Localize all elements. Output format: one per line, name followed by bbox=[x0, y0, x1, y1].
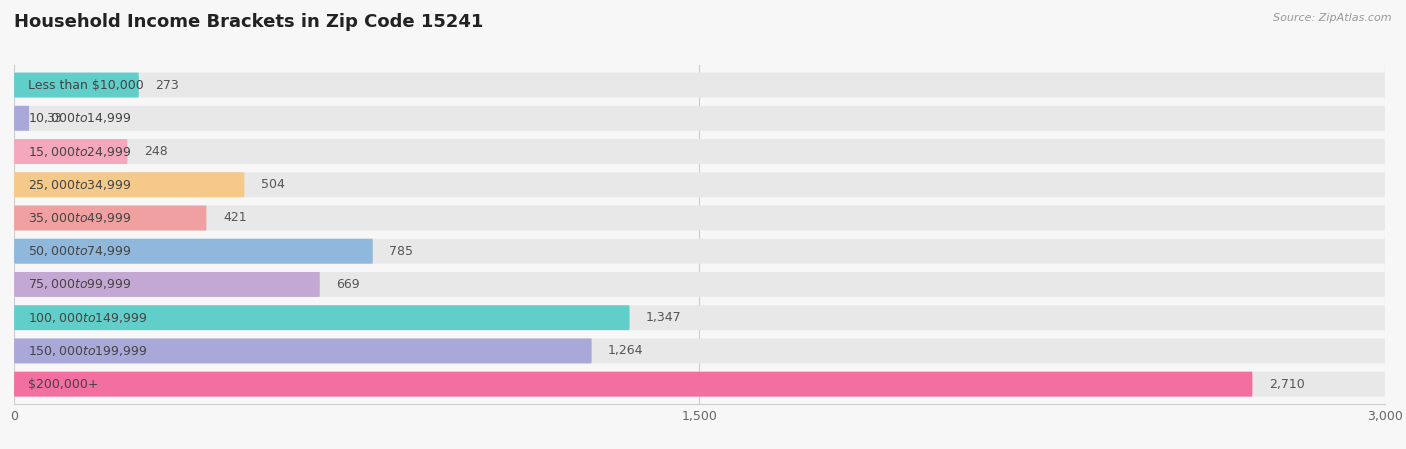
Text: 273: 273 bbox=[155, 79, 179, 92]
FancyBboxPatch shape bbox=[14, 272, 1385, 297]
FancyBboxPatch shape bbox=[14, 139, 128, 164]
FancyBboxPatch shape bbox=[14, 339, 1385, 363]
Text: 785: 785 bbox=[389, 245, 413, 258]
FancyBboxPatch shape bbox=[14, 73, 139, 97]
Text: $15,000 to $24,999: $15,000 to $24,999 bbox=[28, 145, 131, 158]
Text: 421: 421 bbox=[224, 211, 246, 224]
Text: 1,347: 1,347 bbox=[645, 311, 682, 324]
FancyBboxPatch shape bbox=[14, 106, 1385, 131]
FancyBboxPatch shape bbox=[14, 239, 373, 264]
Text: 248: 248 bbox=[143, 145, 167, 158]
FancyBboxPatch shape bbox=[14, 272, 319, 297]
Text: $200,000+: $200,000+ bbox=[28, 378, 98, 391]
Text: Source: ZipAtlas.com: Source: ZipAtlas.com bbox=[1274, 13, 1392, 23]
FancyBboxPatch shape bbox=[14, 305, 630, 330]
Text: $150,000 to $199,999: $150,000 to $199,999 bbox=[28, 344, 148, 358]
Text: $100,000 to $149,999: $100,000 to $149,999 bbox=[28, 311, 148, 325]
Text: 33: 33 bbox=[45, 112, 62, 125]
Text: 1,264: 1,264 bbox=[609, 344, 644, 357]
FancyBboxPatch shape bbox=[14, 106, 30, 131]
FancyBboxPatch shape bbox=[14, 206, 1385, 230]
FancyBboxPatch shape bbox=[14, 206, 207, 230]
Text: 504: 504 bbox=[262, 178, 284, 191]
Text: $35,000 to $49,999: $35,000 to $49,999 bbox=[28, 211, 131, 225]
Text: $75,000 to $99,999: $75,000 to $99,999 bbox=[28, 277, 131, 291]
FancyBboxPatch shape bbox=[14, 139, 1385, 164]
Text: $25,000 to $34,999: $25,000 to $34,999 bbox=[28, 178, 131, 192]
FancyBboxPatch shape bbox=[14, 239, 1385, 264]
Text: $10,000 to $14,999: $10,000 to $14,999 bbox=[28, 111, 131, 125]
FancyBboxPatch shape bbox=[14, 172, 1385, 197]
Text: 669: 669 bbox=[336, 278, 360, 291]
FancyBboxPatch shape bbox=[14, 372, 1385, 396]
Text: 2,710: 2,710 bbox=[1268, 378, 1305, 391]
FancyBboxPatch shape bbox=[14, 73, 1385, 97]
FancyBboxPatch shape bbox=[14, 172, 245, 197]
FancyBboxPatch shape bbox=[14, 372, 1253, 396]
FancyBboxPatch shape bbox=[14, 339, 592, 363]
FancyBboxPatch shape bbox=[14, 305, 1385, 330]
Text: Less than $10,000: Less than $10,000 bbox=[28, 79, 143, 92]
Text: $50,000 to $74,999: $50,000 to $74,999 bbox=[28, 244, 131, 258]
Text: Household Income Brackets in Zip Code 15241: Household Income Brackets in Zip Code 15… bbox=[14, 13, 484, 31]
